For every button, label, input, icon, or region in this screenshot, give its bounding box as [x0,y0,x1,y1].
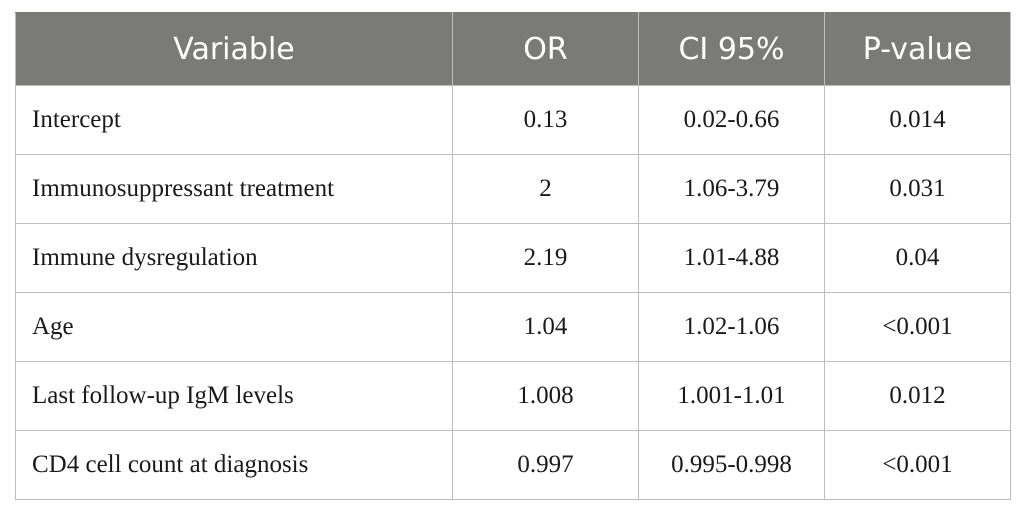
cell-or: 0.997 [452,430,639,500]
cell-p-value: 0.012 [824,361,1011,431]
cell-or: 2 [452,154,639,224]
cell-p-value: 0.04 [824,223,1011,293]
table-row: CD4 cell count at diagnosis 0.997 0.995-… [15,430,1011,500]
table-row: Immunosuppressant treatment 2 1.06-3.79 … [15,154,1011,224]
cell-p-value: <0.001 [824,430,1011,500]
cell-or: 2.19 [452,223,639,293]
cell-p-value: 0.014 [824,85,1011,155]
cell-variable: Age [15,292,453,362]
cell-variable: Intercept [15,85,453,155]
header-or: OR [452,12,639,86]
cell-p-value: 0.031 [824,154,1011,224]
cell-variable: Immunosuppressant treatment [15,154,453,224]
cell-variable: Immune dysregulation [15,223,453,293]
regression-table: Variable OR CI 95% P-value Intercept 0.1… [15,12,1011,500]
cell-variable: CD4 cell count at diagnosis [15,430,453,500]
table-row: Immune dysregulation 2.19 1.01-4.88 0.04 [15,223,1011,293]
cell-ci: 0.02-0.66 [638,85,825,155]
header-p-value: P-value [824,12,1011,86]
table-row: Last follow-up IgM levels 1.008 1.001-1.… [15,361,1011,431]
header-variable: Variable [15,12,453,86]
cell-or: 1.04 [452,292,639,362]
table-row: Age 1.04 1.02-1.06 <0.001 [15,292,1011,362]
table-header: Variable OR CI 95% P-value [15,12,1011,86]
header-row: Variable OR CI 95% P-value [15,12,1011,86]
cell-or: 0.13 [452,85,639,155]
table-body: Intercept 0.13 0.02-0.66 0.014 Immunosup… [15,85,1011,500]
cell-or: 1.008 [452,361,639,431]
cell-ci: 0.995-0.998 [638,430,825,500]
cell-ci: 1.001-1.01 [638,361,825,431]
regression-table-container: Variable OR CI 95% P-value Intercept 0.1… [15,12,1011,500]
cell-variable: Last follow-up IgM levels [15,361,453,431]
cell-ci: 1.02-1.06 [638,292,825,362]
cell-ci: 1.01-4.88 [638,223,825,293]
table-row: Intercept 0.13 0.02-0.66 0.014 [15,85,1011,155]
cell-ci: 1.06-3.79 [638,154,825,224]
cell-p-value: <0.001 [824,292,1011,362]
header-ci: CI 95% [638,12,825,86]
